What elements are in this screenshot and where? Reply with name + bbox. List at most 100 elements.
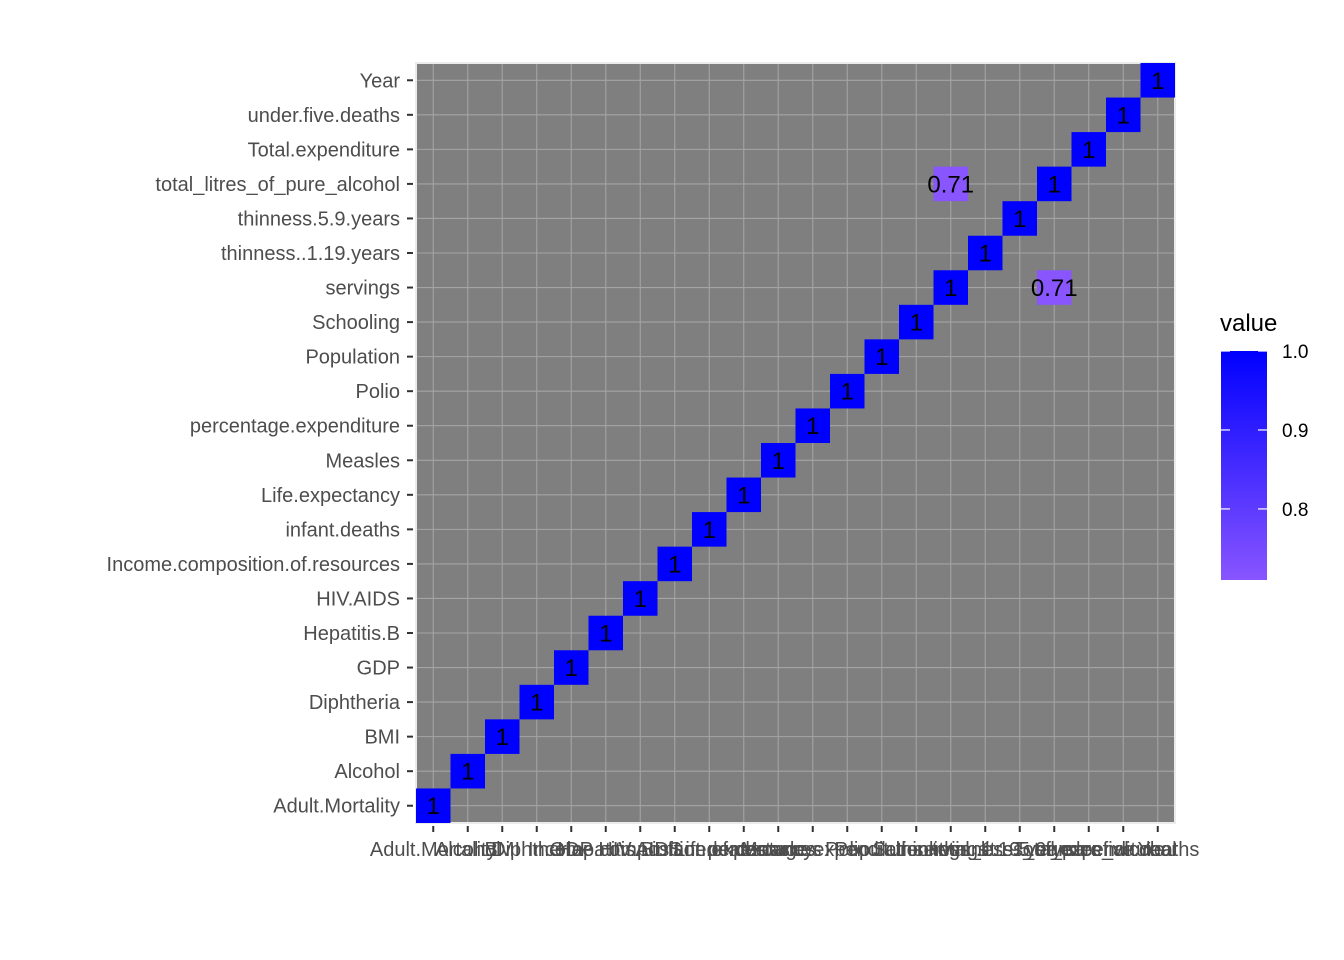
- x-axis-tick-label: thinness.5.9.years: [939, 839, 1101, 861]
- legend-title: value: [1220, 310, 1277, 337]
- cell-value-label: 1: [772, 448, 785, 475]
- y-axis-tick-label: Adult.Mortality: [273, 796, 400, 818]
- heatmap-cell: [1002, 201, 1037, 236]
- panel-border: [415, 62, 1176, 824]
- heatmap-cell: [623, 581, 658, 616]
- x-axis-tick-label: Schooling: [872, 839, 960, 861]
- x-axis-tick-label: Income.composition.of.resources: [528, 839, 821, 861]
- cell-value-label: 1: [565, 655, 578, 682]
- cell-value-label: 0.71: [927, 171, 974, 198]
- cell-value-label: 1: [496, 724, 509, 751]
- legend-tick-label: 0.8: [1282, 500, 1308, 521]
- heatmap-cell: [761, 443, 796, 478]
- x-axis-tick-label: percentage.expenditure: [708, 839, 918, 861]
- x-axis-tick-label: total_litres_of_pure_alcohol: [932, 839, 1177, 861]
- y-axis-tick-label: thinness..1.19.years: [221, 243, 400, 265]
- y-axis-tick-label: Year: [360, 70, 401, 92]
- heatmap-cell: [795, 408, 830, 443]
- heatmap-cell: [968, 235, 1003, 271]
- cell-value-label: 1: [668, 551, 681, 578]
- heatmap-cell: [692, 512, 727, 547]
- x-axis-tick-label: Year: [1138, 839, 1179, 861]
- heatmap-cell: [1037, 270, 1072, 305]
- legend-tick-label: 1.0: [1282, 342, 1308, 363]
- cell-value-label: 1: [1117, 102, 1130, 129]
- heatmap-cell: [1071, 132, 1106, 167]
- x-axis-tick-label: HIV.AIDS: [598, 839, 682, 861]
- cell-value-label: 1: [461, 759, 474, 786]
- x-axis-tick-label: under.five.deaths: [1047, 839, 1199, 861]
- y-axis-tick-label: Alcohol: [334, 761, 400, 783]
- legend-tick-label: 0.9: [1282, 421, 1308, 442]
- cell-value-label: 1: [979, 241, 992, 268]
- cell-value-label: 1: [1048, 171, 1061, 198]
- heatmap-cell: [899, 304, 934, 340]
- x-axis-tick-label: GDP: [550, 839, 593, 861]
- cell-value-label: 0.71: [1031, 275, 1078, 302]
- x-axis-tick-label: Life.expectancy: [674, 839, 813, 861]
- cell-value-label: 1: [427, 793, 440, 820]
- cell-value-label: 1: [1151, 68, 1164, 95]
- cell-value-label: 1: [841, 379, 854, 406]
- heatmap-cell: [1037, 166, 1072, 202]
- x-axis-tick-label: thinness..1.19.years: [896, 839, 1075, 861]
- y-axis-tick-label: total_litres_of_pure_alcohol: [155, 174, 400, 196]
- y-axis-tick-label: percentage.expenditure: [190, 416, 400, 438]
- y-axis-tick-label: Schooling: [312, 312, 400, 334]
- x-axis-tick-label: Total.expenditure: [1013, 839, 1165, 861]
- cell-value-label: 1: [944, 275, 957, 302]
- y-axis-tick-label: GDP: [357, 658, 400, 680]
- x-axis-tick-label: Measles: [741, 839, 815, 861]
- cell-value-label: 1: [530, 690, 543, 717]
- x-axis-tick-label: Hepatitis.B: [557, 839, 654, 861]
- cell-value-label: 1: [634, 586, 647, 613]
- heatmap-cell: [657, 546, 692, 582]
- heatmap-cell: [933, 166, 968, 202]
- cell-value-label: 1: [599, 621, 612, 648]
- x-axis-tick-label: BMI: [484, 839, 520, 861]
- heatmap-cell: [485, 719, 520, 754]
- legend-colorbar: [1221, 351, 1267, 580]
- heatmap-cell: [933, 270, 968, 305]
- y-axis-tick-label: servings: [326, 278, 400, 300]
- y-axis-tick-label: BMI: [364, 727, 400, 749]
- cell-value-label: 1: [1082, 137, 1095, 164]
- heatmap-cell: [1106, 97, 1141, 133]
- y-axis-tick-label: infant.deaths: [285, 519, 400, 541]
- heatmap-cell: [450, 753, 485, 789]
- y-axis-tick-label: Diphtheria: [309, 692, 401, 714]
- y-axis-tick-label: Hepatitis.B: [303, 623, 400, 645]
- y-axis-tick-label: HIV.AIDS: [316, 588, 400, 610]
- cell-value-label: 1: [1013, 206, 1026, 233]
- heatmap-cell: [588, 615, 623, 651]
- y-axis-tick-label: Polio: [356, 381, 400, 403]
- x-axis-tick-label: servings: [914, 839, 988, 861]
- y-axis-tick-label: under.five.deaths: [248, 105, 400, 127]
- cell-value-label: 1: [910, 310, 923, 337]
- x-axis-tick-label: Diphtheria: [491, 839, 583, 861]
- x-axis-tick-label: Polio: [825, 839, 869, 861]
- x-axis-tick-label: infant.deaths: [652, 839, 767, 861]
- cell-value-label: 1: [737, 482, 750, 509]
- heatmap-cell: [726, 477, 761, 513]
- heatmap-cell: [830, 373, 865, 409]
- y-axis-tick-label: Population: [305, 347, 400, 369]
- x-axis-tick-label: Alcohol: [435, 839, 501, 861]
- heatmap-cell: [864, 339, 899, 374]
- x-axis-tick-label: Population: [834, 839, 929, 861]
- heatmap-cell: [519, 684, 554, 720]
- x-axis-tick-label: Adult.Mortality: [370, 839, 497, 861]
- cell-value-label: 1: [703, 517, 716, 544]
- y-axis-tick-label: thinness.5.9.years: [238, 208, 400, 230]
- cell-value-label: 1: [875, 344, 888, 371]
- heatmap-cell: [554, 650, 589, 685]
- y-axis-tick-label: Life.expectancy: [261, 485, 400, 507]
- y-axis-tick-label: Income.composition.of.resources: [107, 554, 400, 576]
- heatmap-cell: [1140, 63, 1175, 98]
- cell-value-label: 1: [806, 413, 819, 440]
- heatmap-cell: [416, 788, 451, 823]
- y-axis-tick-label: Measles: [326, 450, 400, 472]
- y-axis-tick-label: Total.expenditure: [248, 139, 400, 161]
